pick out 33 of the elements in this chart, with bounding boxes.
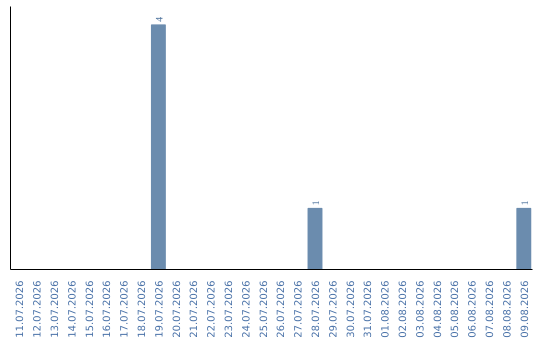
x-tick-label: 07.08.2026: [485, 280, 496, 338]
data-label: 4: [154, 16, 166, 22]
x-tick-label: 03.08.2026: [415, 280, 426, 338]
x-tick-label: 18.07.2026: [137, 280, 148, 338]
x-tick-label: 29.07.2026: [328, 280, 340, 338]
x-tick-label: 22.07.2026: [206, 280, 218, 338]
x-tick-label: 26.07.2026: [276, 280, 288, 338]
x-tick-label: 06.08.2026: [468, 280, 479, 338]
x-tick-label: 17.07.2026: [120, 280, 131, 338]
x-tick-label: 01.08.2026: [380, 280, 392, 338]
x-tick-label: 21.07.2026: [189, 280, 200, 338]
x-tick-label: 04.08.2026: [432, 280, 444, 338]
data-label: 1: [311, 200, 322, 206]
x-tick-label: 14.07.2026: [67, 280, 78, 338]
x-tick-label: 24.07.2026: [241, 280, 252, 338]
x-tick-label: 11.07.2026: [15, 280, 26, 338]
x-tick-label: 13.07.2026: [50, 280, 61, 338]
x-tick-label: 12.07.2026: [32, 280, 44, 338]
x-tick-label: 02.08.2026: [398, 280, 409, 338]
x-tick-label: 25.07.2026: [258, 280, 270, 338]
x-tick-label: 09.08.2026: [520, 280, 531, 338]
x-tick-label: 27.07.2026: [294, 280, 305, 338]
x-tick-label: 19.07.2026: [154, 280, 166, 338]
x-tick-label: 15.07.2026: [84, 280, 96, 338]
x-tick-label: 05.08.2026: [450, 280, 462, 338]
x-tick-label: 16.07.2026: [102, 280, 114, 338]
x-tick-label: 28.07.2026: [311, 280, 322, 338]
x-tick-label: 08.08.2026: [502, 280, 514, 338]
x-tick-label: 20.07.2026: [172, 280, 183, 338]
x-tick-label: 23.07.2026: [224, 280, 235, 338]
x-tick-label: 30.07.2026: [346, 280, 357, 338]
x-tick-label: 31.07.2026: [363, 280, 374, 338]
data-label: 1: [520, 200, 531, 206]
